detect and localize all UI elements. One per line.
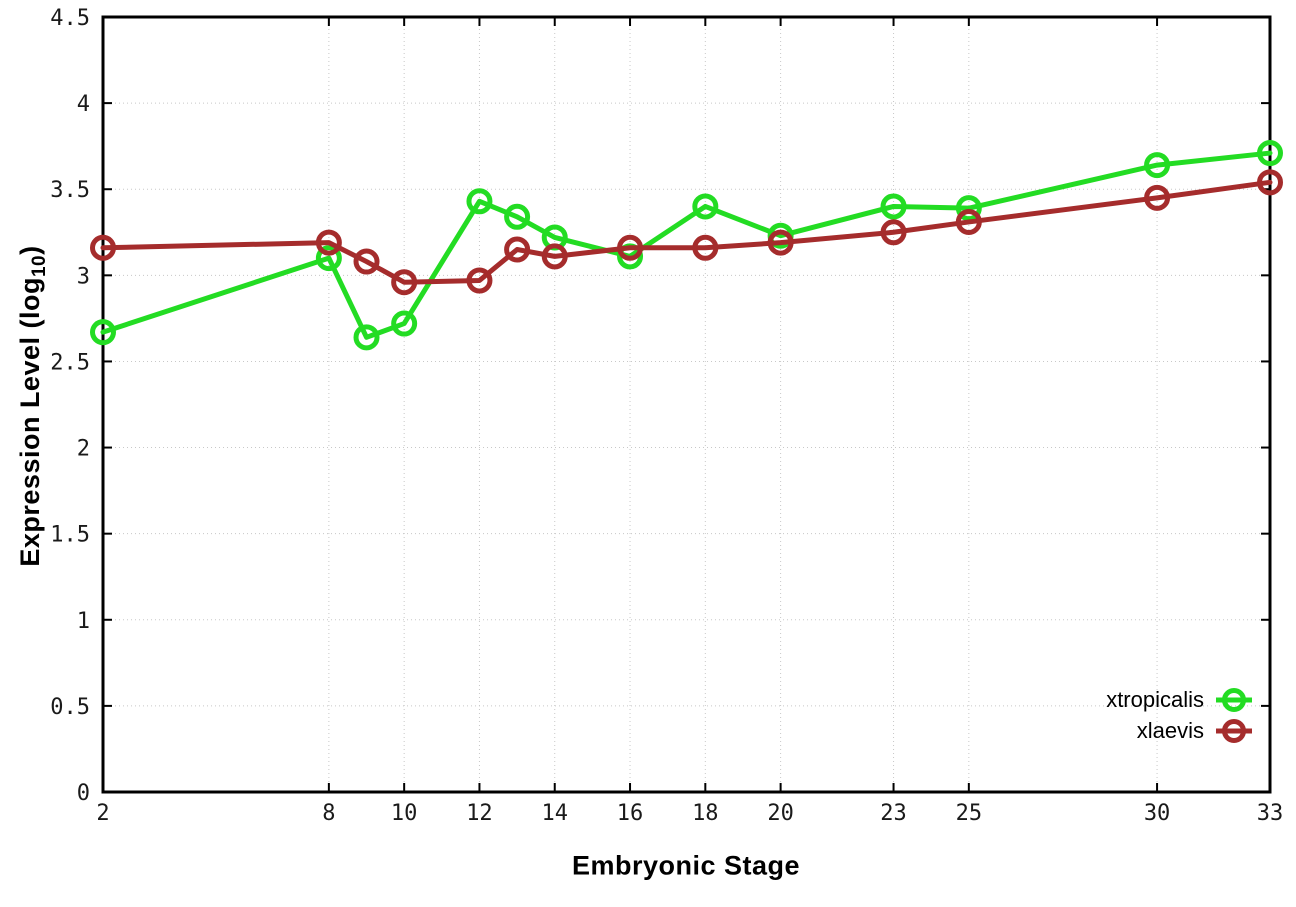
marker-xtropicalis-stage-2 (90, 319, 116, 346)
marker-xtropicalis-stage-23 (880, 193, 907, 220)
x-tick-label-14: 14 (541, 801, 568, 826)
x-tick-label-2: 2 (96, 801, 109, 826)
marker-xlaevis-stage-12 (466, 267, 493, 294)
x-tick-label-8: 8 (322, 801, 335, 826)
marker-xtropicalis-stage-30 (1144, 152, 1171, 179)
y-tick-label-3.5: 3.5 (50, 178, 90, 203)
marker-xlaevis-stage-16 (617, 234, 644, 261)
marker-xlaevis-stage-25 (955, 208, 982, 235)
legend-item-xlaevis: xlaevis (1106, 716, 1254, 746)
y-tick-label-0.5: 0.5 (50, 695, 90, 720)
x-tick-label-33: 33 (1257, 801, 1284, 826)
y-tick-label-4: 4 (77, 92, 90, 117)
series-xlaevis-line (100, 179, 1273, 285)
marker-xlaevis-stage-33 (1257, 169, 1283, 196)
x-tick-label-23: 23 (880, 801, 907, 826)
x-tick-label-30: 30 (1144, 801, 1171, 826)
marker-xtropicalis-stage-25 (955, 195, 982, 222)
marker-xtropicalis-stage-9 (353, 324, 380, 351)
marker-xlaevis-stage-10 (391, 269, 418, 296)
x-tick-label-16: 16 (617, 801, 644, 826)
marker-xtropicalis-stage-10 (391, 310, 418, 337)
marker-xlaevis-stage-30 (1144, 184, 1171, 211)
y-tick-label-2.5: 2.5 (50, 350, 90, 375)
legend-marker-xtropicalis-icon (1216, 688, 1252, 712)
legend-marker-xlaevis-icon (1216, 719, 1252, 743)
legend-label-xtropicalis: xtropicalis (1106, 687, 1204, 712)
y-tick-label-3: 3 (77, 264, 90, 289)
marker-xlaevis-stage-2 (90, 234, 116, 261)
marker-xlaevis-stage-8 (315, 229, 342, 256)
legend: xtropicalis xlaevis (1106, 685, 1254, 746)
marker-xtropicalis-stage-18 (692, 193, 719, 220)
marker-xlaevis-stage-14 (541, 243, 568, 270)
x-tick-label-10: 10 (391, 801, 418, 826)
marker-xlaevis-stage-20 (767, 229, 794, 256)
y-tick-label-4.5: 4.5 (50, 6, 90, 31)
x-tick-label-18: 18 (692, 801, 719, 826)
legend-item-xtropicalis: xtropicalis (1106, 685, 1254, 715)
marker-xlaevis-stage-18 (692, 234, 719, 261)
legend-label-xlaevis: xlaevis (1136, 718, 1204, 743)
y-tick-label-0: 0 (77, 781, 90, 806)
y-tick-label-1: 1 (77, 609, 90, 634)
marker-xtropicalis-stage-12 (466, 188, 493, 215)
x-tick-label-20: 20 (767, 801, 794, 826)
marker-xtropicalis-stage-13 (504, 203, 531, 230)
plot-border (101, 15, 1272, 794)
y-axis-title: Expression Level (log10) (15, 245, 51, 566)
x-tick-label-25: 25 (956, 801, 983, 826)
y-tick-label-2: 2 (77, 437, 90, 462)
x-axis-title: Embryonic Stage (571, 850, 801, 881)
marker-xlaevis-stage-23 (880, 219, 907, 246)
marker-xtropicalis-stage-33 (1257, 140, 1283, 167)
y-axis-title-subscript: 10 (29, 254, 51, 278)
x-tick-label-12: 12 (466, 801, 493, 826)
y-axis-title-close: ) (14, 245, 45, 255)
marker-xlaevis-stage-9 (353, 248, 380, 275)
marker-xlaevis-stage-13 (504, 236, 531, 263)
y-axis-title-main: Expression Level (log (14, 277, 45, 567)
marker-xtropicalis-stage-8 (315, 245, 342, 272)
y-tick-label-1.5: 1.5 (50, 523, 90, 548)
